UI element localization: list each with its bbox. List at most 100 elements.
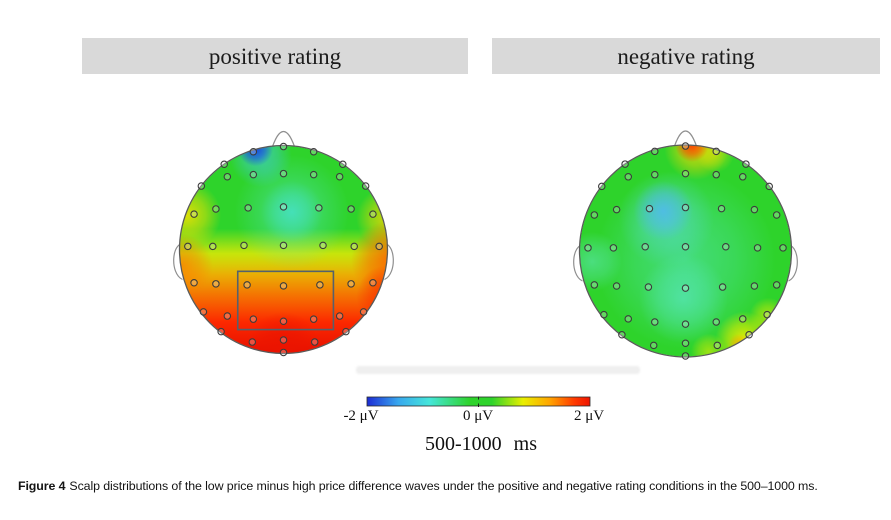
electrode-dot [249, 170, 258, 179]
electrode-dot [359, 308, 368, 316]
electrode-dot [223, 312, 232, 320]
electrode-dot [279, 348, 288, 357]
electrode-dot [712, 170, 720, 179]
highlight-rectangle [236, 270, 335, 331]
topography-field [180, 146, 387, 353]
electrode-dot [681, 243, 690, 251]
electrode-dot [763, 310, 771, 319]
electrode-dot [609, 244, 618, 252]
electrode-dot [681, 320, 690, 328]
colorbar-mid-label: 0 μV [462, 408, 494, 424]
electrode-dot [279, 142, 288, 151]
electrode-dot [681, 142, 690, 150]
electrode-dot [279, 336, 288, 344]
electrode-dot [590, 281, 599, 289]
electrode-dot [244, 204, 252, 212]
figure-caption: Figure 4 Scalp distributions of the low p… [18, 479, 880, 495]
electrode-dot [347, 280, 355, 288]
figure-caption-label: Figure 4 [18, 479, 66, 493]
electrode-dot [335, 312, 344, 320]
electrode-dot [279, 203, 288, 211]
electrode-dot [335, 172, 344, 181]
electrode-dot [722, 243, 730, 251]
electrode-dot [651, 318, 659, 326]
electrode-dot [644, 283, 653, 291]
electrode-dot [223, 172, 232, 181]
electrode-dot [212, 205, 220, 213]
electrode-dot [779, 244, 787, 252]
electrode-dot [249, 315, 258, 323]
electrode-dot [315, 204, 323, 212]
electrode-dot [651, 170, 659, 179]
electrode-dot [612, 205, 621, 214]
panel-title-positive: positive rating [82, 38, 468, 74]
electrode-dot [750, 205, 759, 214]
electrode-dot [600, 310, 608, 319]
electrode-dot [220, 160, 228, 168]
electrode-dot [612, 282, 621, 290]
electrode-dot [279, 317, 288, 326]
scalp-map-negative [573, 130, 798, 360]
electrode-dot [342, 327, 350, 336]
electrode-dot [217, 327, 225, 336]
electrode-dot [742, 160, 750, 168]
electrode-dot [279, 169, 288, 178]
electrode-dot [641, 243, 649, 251]
electrode-dot [717, 204, 726, 213]
electrode-dot [718, 283, 727, 291]
electrode-dot [712, 318, 720, 326]
electrode-dot [681, 284, 690, 292]
electrode-dot [745, 330, 753, 339]
nose-outline [671, 130, 700, 153]
electrode-dot [350, 242, 358, 251]
electrode-dot [645, 204, 654, 213]
colorbar-shadow [356, 366, 640, 374]
electrode-dot [590, 211, 599, 219]
figure-caption-text: Scalp distributions of the low price min… [69, 479, 818, 493]
electrode-dot [309, 147, 318, 156]
electrode-dot [772, 211, 781, 219]
electrode-dot [279, 282, 288, 290]
electrode-dot [310, 338, 319, 346]
electrode-dot [624, 315, 633, 323]
electrode-dot [621, 160, 629, 168]
electrode-dot [584, 244, 592, 252]
electrode-dot [197, 182, 206, 190]
electrode-dot [681, 203, 690, 212]
electrode-dot [339, 160, 347, 168]
electrode-dot [309, 170, 318, 179]
colorbar-max-label: 2 μV [573, 408, 605, 424]
electrode-dot [199, 308, 208, 316]
electrode-dot [651, 147, 659, 156]
electrode-dot [681, 352, 690, 360]
electrode-dot [681, 169, 690, 178]
electrode-dot [248, 338, 257, 346]
electrode-dot [750, 282, 759, 290]
electrode-dot [190, 279, 198, 287]
electrode-dot [772, 281, 781, 289]
electrode-dot [738, 173, 747, 181]
time-window-label: 500-1000 ms [425, 433, 537, 455]
electrode-dot [190, 210, 198, 218]
electrode-dot [279, 241, 288, 250]
electrode-dot [712, 147, 720, 156]
electrode-dot [316, 281, 324, 289]
electrode-dot [347, 205, 355, 213]
electrode-dot [249, 147, 258, 156]
electrode-dot [369, 279, 377, 287]
electrode-dot [681, 339, 690, 347]
electrode-dot [212, 280, 220, 288]
electrode-dot [713, 341, 722, 350]
electrode-dot [618, 330, 626, 339]
electrode-dot [243, 281, 251, 289]
electrode-dot [369, 210, 377, 218]
electrode-dot [765, 182, 773, 191]
electrode-dot [209, 242, 217, 251]
electrode-dot [184, 242, 192, 251]
electrode-dot [738, 315, 747, 323]
topography-field [580, 145, 791, 357]
electrode-dot [624, 173, 633, 181]
head-outline [178, 144, 389, 355]
electrode-dot [240, 241, 248, 250]
